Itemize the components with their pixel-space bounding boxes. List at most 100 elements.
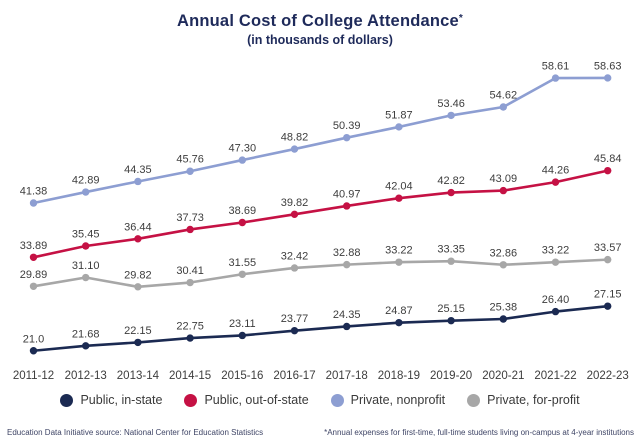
- data-point-label: 51.87: [385, 109, 413, 121]
- legend-item-private-nonprofit: Private, nonprofit: [330, 393, 445, 407]
- data-point-public-in-state: [29, 347, 38, 355]
- chart-legend: Public, in-state Public, out-of-state Priv…: [0, 391, 640, 409]
- data-point-label: 29.82: [124, 269, 152, 281]
- data-point-private-nonprofit: [238, 156, 246, 164]
- data-point-label: 22.15: [124, 325, 152, 337]
- x-tick-label: 2012-13: [65, 370, 107, 382]
- data-point-public-in-state: [82, 342, 90, 350]
- data-point-public-out-of-state: [238, 218, 246, 227]
- data-point-label: 24.87: [385, 305, 413, 317]
- data-point-label: 25.15: [437, 303, 465, 315]
- chart-subtitle: (in thousands of dollars): [247, 33, 393, 47]
- series-line-public-in-state: [32, 304, 610, 353]
- x-tick-label: 2014-15: [169, 370, 211, 382]
- data-point-public-out-of-state: [290, 210, 299, 219]
- source-footnote: Education Data Initiative source: Nation…: [7, 428, 264, 437]
- data-point-public-out-of-state: [29, 253, 38, 261]
- x-tick-label: 2019-20: [430, 370, 472, 382]
- data-point-label: 35.45: [72, 228, 100, 240]
- data-point-private-nonprofit: [343, 133, 351, 142]
- data-point-public-out-of-state: [604, 166, 612, 175]
- x-tick-label: 2020-21: [482, 370, 524, 382]
- legend-item-private-for-profit: Private, for-profit: [467, 393, 580, 407]
- legend-label: Private, for-profit: [487, 393, 580, 407]
- chart-title-text: Annual Cost of College Attendance: [176, 12, 459, 30]
- data-point-label: 33.35: [437, 244, 465, 256]
- data-point-private-nonprofit: [290, 145, 299, 153]
- data-point-private-nonprofit: [134, 177, 142, 186]
- data-point-label: 53.46: [437, 98, 465, 110]
- data-point-label: 42.04: [385, 181, 413, 193]
- x-tick-label: 2022-23: [587, 370, 629, 382]
- legend-dot-icon: [467, 393, 481, 407]
- data-point-label: 40.97: [333, 188, 361, 200]
- data-point-label: 45.84: [594, 153, 622, 165]
- data-point-public-out-of-state: [551, 178, 560, 186]
- data-point-private-nonprofit: [395, 123, 403, 131]
- data-point-label: 31.10: [72, 260, 100, 272]
- data-point-label: 33.89: [20, 240, 48, 252]
- data-point-public-in-state: [395, 318, 403, 327]
- data-point-private-for-profit: [604, 255, 612, 264]
- data-point-label: 42.89: [72, 175, 100, 187]
- data-point-label: 29.89: [20, 269, 48, 281]
- data-point-public-in-state: [551, 307, 560, 316]
- data-point-label: 30.41: [176, 265, 204, 277]
- data-point-label: 24.35: [333, 309, 361, 321]
- line-chart: 2011-12 2012-13 2013-14 2014-15 2015-16 2016-…: [13, 60, 629, 382]
- data-point-label: 38.69: [229, 205, 257, 217]
- data-point-public-out-of-state: [499, 186, 507, 195]
- data-point-public-in-state: [447, 316, 455, 325]
- data-point-label: 37.73: [176, 212, 204, 224]
- chart-title: Annual Cost of College Attendance*: [0, 0, 640, 31]
- legend-dot-icon: [184, 393, 198, 407]
- legend-item-public-in-state: Public, in-state: [60, 393, 162, 407]
- data-point-private-nonprofit: [82, 188, 90, 196]
- data-point-label: 44.26: [542, 165, 570, 177]
- series-line-private-for-profit: [32, 258, 610, 289]
- data-point-label: 39.82: [281, 197, 309, 209]
- data-point-label: 41.38: [20, 185, 48, 197]
- data-point-label: 58.61: [542, 61, 570, 73]
- legend-dot-icon: [60, 393, 74, 407]
- data-point-label: 31.55: [229, 257, 257, 269]
- data-point-public-out-of-state: [82, 242, 90, 250]
- data-point-private-for-profit: [186, 278, 194, 287]
- series-line-public-out-of-state: [32, 169, 610, 259]
- data-point-private-nonprofit: [499, 103, 507, 111]
- data-point-private-nonprofit: [186, 167, 194, 175]
- data-point-label: 32.42: [281, 250, 309, 262]
- data-point-private-nonprofit: [604, 74, 612, 82]
- data-point-private-for-profit: [447, 257, 455, 265]
- data-point-private-nonprofit: [551, 74, 560, 82]
- legend-item-public-out-of-state: Public, out-of-state: [184, 393, 309, 407]
- data-point-private-for-profit: [343, 260, 351, 269]
- data-point-public-in-state: [499, 315, 507, 323]
- data-point-label: 36.44: [124, 221, 152, 233]
- data-point-label: 47.30: [229, 143, 257, 155]
- title-asterisk-marker: *: [458, 13, 463, 24]
- data-point-private-for-profit: [134, 283, 142, 291]
- data-point-public-in-state: [186, 334, 194, 342]
- data-point-label: 22.75: [176, 321, 204, 333]
- data-point-label: 44.35: [124, 164, 152, 176]
- data-point-public-in-state: [343, 322, 351, 331]
- legend-dot-icon: [330, 393, 344, 407]
- data-point-private-for-profit: [395, 258, 403, 266]
- legend-label: Public, out-of-state: [204, 393, 309, 407]
- data-point-label: 23.77: [281, 313, 309, 325]
- data-point-private-for-profit: [499, 261, 507, 269]
- data-point-private-for-profit: [29, 282, 38, 290]
- data-point-public-out-of-state: [447, 188, 455, 197]
- asterisk-footnote: *Annual expenses for first-time, full-ti…: [324, 428, 634, 437]
- data-point-label: 43.09: [490, 173, 518, 185]
- data-point-label: 32.88: [333, 247, 361, 259]
- x-tick-label: 2021-22: [534, 370, 576, 382]
- data-point-label: 26.40: [542, 294, 570, 306]
- data-point-label: 54.62: [490, 90, 518, 102]
- x-tick-label: 2017-18: [326, 370, 368, 382]
- data-point-label: 33.22: [385, 245, 413, 257]
- data-point-private-for-profit: [238, 270, 246, 278]
- data-point-public-in-state: [238, 331, 246, 340]
